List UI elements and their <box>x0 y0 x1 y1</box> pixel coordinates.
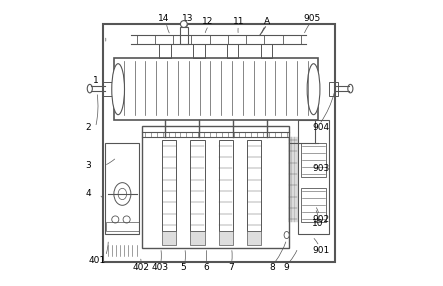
Text: 901: 901 <box>312 246 329 255</box>
Bar <box>142 126 289 248</box>
Bar <box>162 140 176 231</box>
Bar <box>162 231 176 245</box>
Text: 9: 9 <box>284 263 290 272</box>
Ellipse shape <box>112 64 124 115</box>
Bar <box>329 82 338 96</box>
Text: 10: 10 <box>312 219 323 228</box>
Text: 13: 13 <box>182 14 193 23</box>
Text: 2: 2 <box>85 123 91 132</box>
Text: 8: 8 <box>270 263 276 272</box>
Circle shape <box>180 21 187 27</box>
Bar <box>102 82 114 96</box>
Ellipse shape <box>307 64 320 115</box>
Text: 6: 6 <box>203 263 209 272</box>
Bar <box>261 44 272 58</box>
Text: 11: 11 <box>233 17 244 26</box>
Bar <box>102 24 335 262</box>
Bar <box>301 143 326 177</box>
Bar <box>106 222 139 231</box>
Text: 12: 12 <box>202 17 213 26</box>
Text: 904: 904 <box>312 123 329 132</box>
Text: 1: 1 <box>93 76 98 85</box>
Bar <box>159 44 171 58</box>
Text: 402: 402 <box>132 263 149 272</box>
Text: 902: 902 <box>312 215 329 224</box>
Bar <box>219 140 233 231</box>
Text: 4: 4 <box>85 190 91 198</box>
Bar <box>247 231 261 245</box>
Bar <box>190 140 205 231</box>
Bar <box>180 27 187 44</box>
Bar <box>298 120 329 234</box>
Text: 903: 903 <box>312 164 329 173</box>
Text: 401: 401 <box>88 256 105 265</box>
Bar <box>193 44 205 58</box>
Text: 14: 14 <box>158 14 169 23</box>
Text: A: A <box>264 17 270 26</box>
Bar <box>227 44 238 58</box>
Bar <box>190 231 205 245</box>
Bar <box>105 143 140 234</box>
Text: 5: 5 <box>180 263 186 272</box>
Text: 3: 3 <box>85 161 91 170</box>
Bar <box>301 188 326 222</box>
Bar <box>114 58 318 120</box>
Text: 403: 403 <box>152 263 169 272</box>
Bar <box>247 140 261 231</box>
Text: 905: 905 <box>303 14 321 23</box>
Text: 7: 7 <box>229 263 234 272</box>
Bar <box>219 231 233 245</box>
Ellipse shape <box>284 231 289 239</box>
